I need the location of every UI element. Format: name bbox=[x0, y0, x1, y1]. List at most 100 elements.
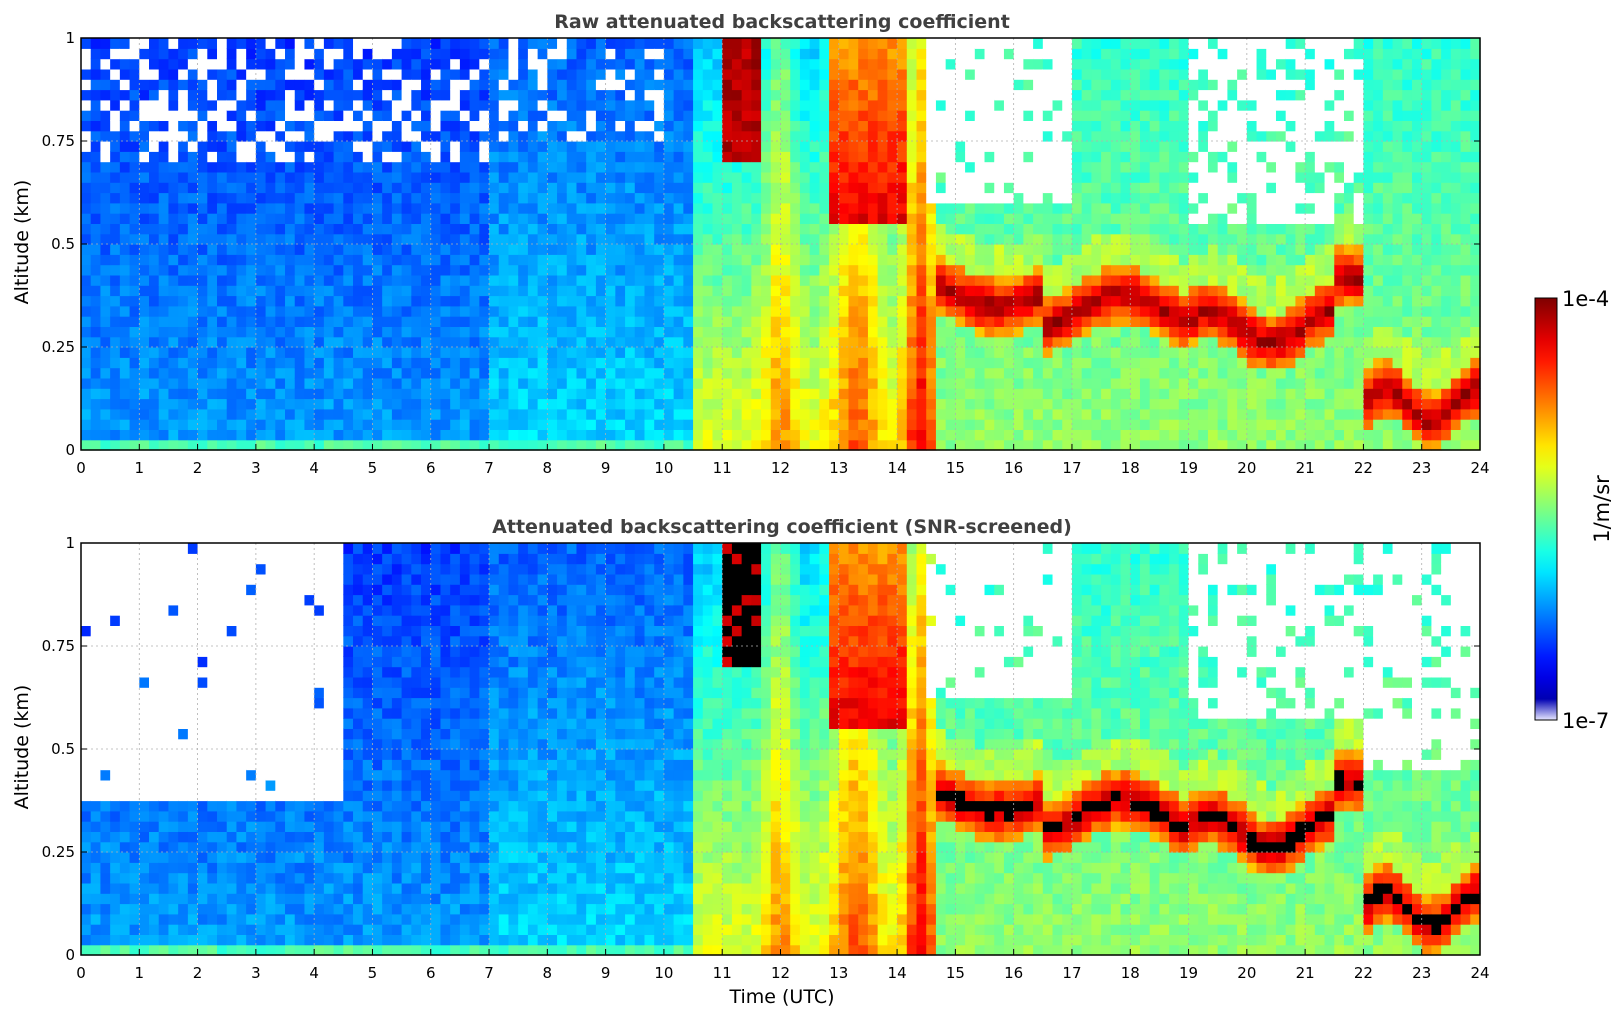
heatmap-cell bbox=[450, 244, 461, 255]
heatmap-cell bbox=[1042, 130, 1054, 142]
heatmap-cell bbox=[1275, 38, 1287, 49]
heatmap-cell bbox=[1159, 285, 1170, 297]
heatmap-cell bbox=[187, 110, 199, 121]
heatmap-cell bbox=[498, 408, 510, 420]
heatmap-cell bbox=[1178, 202, 1190, 214]
heatmap-cell bbox=[605, 336, 616, 348]
heatmap-cell bbox=[984, 316, 995, 327]
heatmap-cell bbox=[1139, 233, 1151, 245]
heatmap-cell bbox=[90, 419, 102, 430]
heatmap-cell bbox=[1033, 130, 1044, 142]
heatmap-cell bbox=[547, 264, 558, 276]
heatmap-cell bbox=[615, 79, 626, 91]
heatmap-cell bbox=[770, 347, 782, 358]
heatmap-cell bbox=[935, 161, 947, 173]
heatmap-cell bbox=[615, 141, 626, 152]
heatmap-cell bbox=[1052, 38, 1063, 49]
heatmap-cell bbox=[547, 367, 558, 379]
heatmap-cell bbox=[644, 192, 655, 204]
heatmap-cell bbox=[489, 357, 500, 369]
heatmap-cell bbox=[518, 99, 529, 111]
heatmap-cell bbox=[595, 79, 607, 91]
heatmap-cell bbox=[382, 336, 393, 348]
heatmap-cell bbox=[1227, 161, 1238, 173]
heatmap-cell bbox=[1159, 316, 1170, 327]
heatmap-cell bbox=[1198, 68, 1209, 80]
heatmap-cell bbox=[343, 347, 354, 358]
heatmap-cell bbox=[1256, 110, 1267, 121]
heatmap-cell bbox=[897, 182, 908, 194]
heatmap-cell bbox=[1052, 58, 1063, 70]
heatmap-cell bbox=[673, 213, 684, 224]
heatmap-cell bbox=[1275, 213, 1287, 224]
heatmap-cell bbox=[605, 274, 616, 286]
heatmap-cell bbox=[100, 202, 111, 214]
heatmap-cell bbox=[1207, 254, 1219, 266]
heatmap-cell bbox=[226, 99, 238, 111]
heatmap-cell bbox=[566, 244, 578, 255]
heatmap-cell bbox=[100, 192, 111, 204]
heatmap-cell bbox=[848, 233, 859, 245]
heatmap-cell bbox=[246, 408, 257, 420]
heatmap-cell bbox=[158, 419, 170, 430]
heatmap-cell bbox=[605, 120, 616, 132]
heatmap-cell bbox=[362, 244, 374, 255]
heatmap-cell bbox=[1062, 89, 1073, 101]
heatmap-cell bbox=[421, 377, 432, 389]
heatmap-cell bbox=[158, 398, 170, 410]
heatmap-cell bbox=[1139, 110, 1151, 121]
heatmap-cell bbox=[1139, 58, 1151, 70]
heatmap-cell bbox=[848, 161, 859, 173]
heatmap-cell bbox=[129, 141, 140, 152]
heatmap-cell bbox=[1101, 295, 1112, 307]
heatmap-cell bbox=[1159, 192, 1170, 204]
heatmap-cell bbox=[187, 89, 199, 101]
heatmap-cell bbox=[1188, 316, 1199, 327]
heatmap-cell bbox=[537, 326, 548, 338]
heatmap-cell bbox=[1013, 202, 1024, 214]
heatmap-cell bbox=[508, 38, 519, 49]
heatmap-cell bbox=[1227, 367, 1238, 379]
heatmap-cell bbox=[479, 58, 490, 70]
heatmap-cell bbox=[372, 388, 383, 400]
heatmap-cell bbox=[1159, 141, 1170, 152]
heatmap-cell bbox=[935, 202, 947, 214]
heatmap-cell bbox=[557, 161, 568, 173]
heatmap-cell bbox=[887, 305, 898, 317]
heatmap-cell bbox=[858, 171, 869, 183]
heatmap-cell bbox=[1081, 367, 1092, 379]
heatmap-cell bbox=[139, 419, 150, 430]
heatmap-cell bbox=[343, 202, 354, 214]
heatmap-cell bbox=[391, 38, 403, 49]
heatmap-cell bbox=[1237, 58, 1248, 70]
heatmap-cell bbox=[741, 274, 752, 286]
heatmap-cell bbox=[498, 110, 510, 121]
heatmap-cell bbox=[1120, 58, 1131, 70]
heatmap-cell bbox=[294, 439, 306, 451]
heatmap-cell bbox=[178, 347, 189, 358]
heatmap-cell bbox=[974, 264, 986, 276]
heatmap-cell bbox=[741, 367, 752, 379]
heatmap-cell bbox=[867, 68, 879, 80]
heatmap-cell bbox=[81, 316, 92, 327]
heatmap-cell bbox=[197, 377, 208, 389]
heatmap-cell bbox=[761, 285, 772, 297]
heatmap-cell bbox=[935, 89, 947, 101]
heatmap-cell bbox=[1285, 244, 1297, 255]
heatmap-cell bbox=[906, 182, 918, 194]
heatmap-cell bbox=[285, 388, 296, 400]
heatmap-cell bbox=[1159, 295, 1170, 307]
heatmap-cell bbox=[527, 377, 539, 389]
heatmap-cell bbox=[838, 48, 850, 60]
heatmap-cell bbox=[255, 388, 267, 400]
heatmap-cell bbox=[158, 377, 170, 389]
heatmap-cell bbox=[1042, 285, 1054, 297]
heatmap-cell bbox=[119, 429, 131, 441]
heatmap-cell bbox=[547, 192, 558, 204]
heatmap-cell bbox=[459, 151, 471, 163]
heatmap-cell bbox=[459, 388, 471, 400]
heatmap-cell bbox=[197, 38, 208, 49]
heatmap-cell bbox=[382, 233, 393, 245]
heatmap-cell bbox=[1178, 295, 1190, 307]
heatmap-cell bbox=[217, 305, 228, 317]
